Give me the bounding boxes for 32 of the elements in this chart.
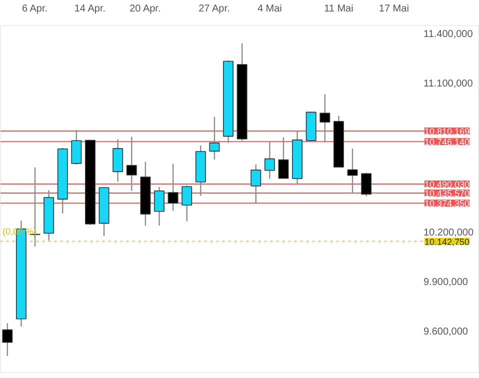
ref-line-label: 10.810,169: [424, 126, 470, 136]
y-tick-label: 11.100,000: [424, 78, 474, 90]
ref-line-label: 10.435,570: [424, 188, 470, 198]
candlestick: [320, 94, 330, 143]
x-tick-label: 14 Apr.: [74, 4, 106, 14]
x-tick-label: 4 Mai: [257, 4, 282, 14]
candlestick: [112, 138, 124, 182]
candlestick: [126, 136, 137, 192]
y-tick-label: 9.600,000: [424, 326, 468, 338]
x-tick-label: 27 Apr.: [198, 4, 230, 14]
candlestick: [2, 322, 13, 357]
candlestick: [250, 164, 262, 204]
y-tick-label: 11.400,000: [424, 28, 474, 40]
ref-line-label: 10.142,750: [424, 236, 470, 247]
x-tick-label: 11 Mai: [324, 4, 354, 14]
y-tick-label: 10.200,000: [424, 227, 474, 238]
candlestick: [154, 186, 164, 226]
x-tick-label: 20 Apr.: [130, 4, 161, 14]
y-tick-label: 9.900,000: [424, 277, 468, 288]
ref-line-label: 10.746,140: [424, 137, 470, 148]
candlestick: [182, 185, 192, 222]
candlestick: [361, 172, 372, 197]
candlestick: [264, 140, 275, 180]
candlestick: [209, 116, 220, 160]
ref-line-label: 10.374,350: [424, 198, 470, 209]
candlestick: [71, 129, 82, 166]
x-tick-label: 17 Mai: [378, 4, 409, 14]
candlestick: [278, 136, 289, 180]
candlestick: [168, 163, 178, 212]
candlestick: [347, 148, 358, 194]
ref-line-label: 10.490,030: [424, 179, 470, 190]
x-tick-label: 6 Apr.: [22, 4, 48, 14]
